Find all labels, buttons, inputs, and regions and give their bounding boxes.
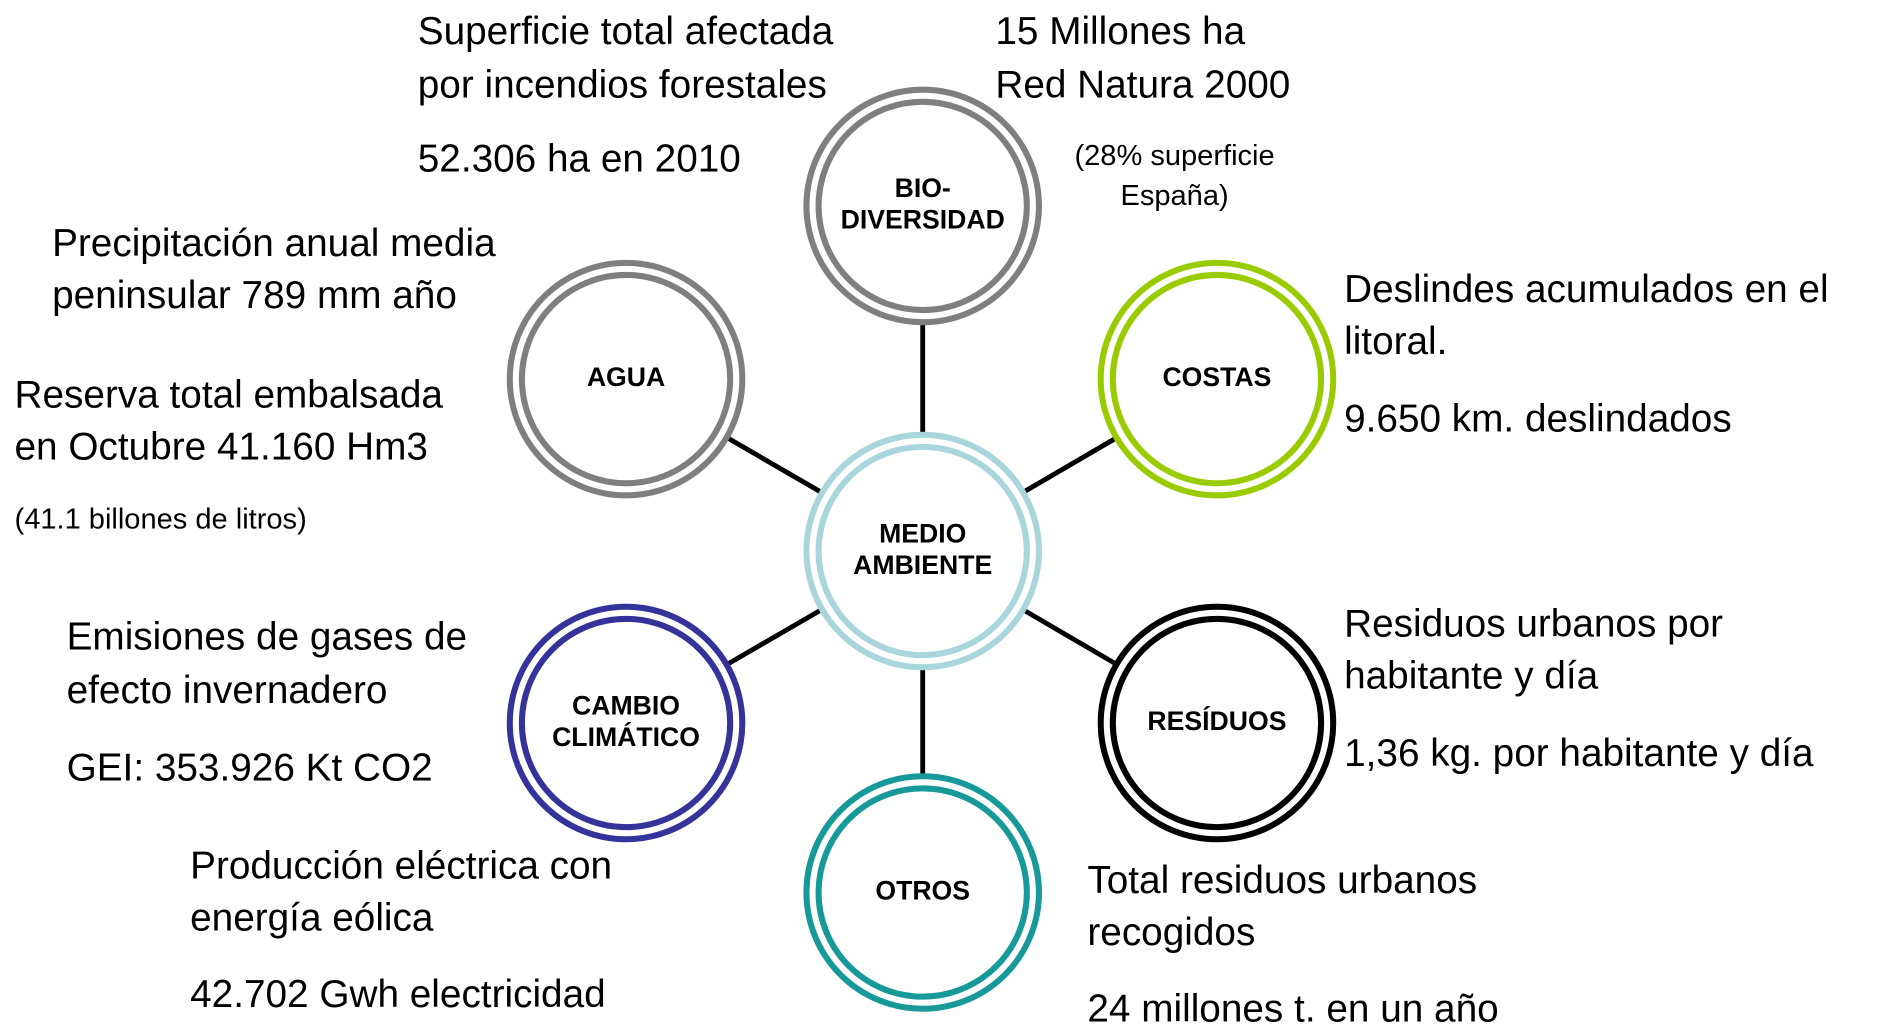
node-ring-inner <box>815 443 1030 659</box>
note-text: peninsular 789 mm año <box>52 274 457 317</box>
connector <box>1021 607 1118 667</box>
note-text: Total residuos urbanos <box>1087 859 1477 902</box>
note-text: 1,36 kg. por habitante y día <box>1344 732 1814 775</box>
node-ring-inner <box>815 785 1030 1000</box>
note-text: efecto invernadero <box>67 669 388 712</box>
node-label: RESÍDUOS <box>1147 706 1286 736</box>
note-text: habitante y día <box>1344 654 1599 697</box>
note-text: Producción eléctrica con <box>190 845 612 888</box>
note-text: España) <box>1120 180 1228 212</box>
note-text: Red Natura 2000 <box>995 63 1290 106</box>
note-text: recogidos <box>1087 911 1255 954</box>
node-label: AMBIENTE <box>853 550 992 580</box>
node-label: COSTAS <box>1162 362 1271 392</box>
node-label: CAMBIO <box>572 690 680 720</box>
note-text: 52.306 ha en 2010 <box>418 137 741 180</box>
connector <box>725 607 824 667</box>
node-label: CLIMÁTICO <box>552 722 700 752</box>
node-ring-inner <box>518 615 734 831</box>
node-label: BIO- <box>895 173 951 203</box>
node-ring-inner <box>518 271 734 487</box>
connector <box>1021 435 1118 495</box>
node-label: OTROS <box>875 876 970 906</box>
node-ring <box>803 86 1042 326</box>
note-text: en Octubre 41.160 Hm3 <box>15 426 428 469</box>
note-text: litoral. <box>1344 320 1447 363</box>
note-text: Emisiones de gases de <box>67 616 468 659</box>
note-text: energía eólica <box>190 897 434 940</box>
node-ring <box>1097 259 1337 499</box>
note-text: por incendios forestales <box>418 63 827 106</box>
note-text: 42.702 Gwh electricidad <box>190 973 606 1016</box>
note-text: 24 millones t. en un año <box>1087 987 1498 1027</box>
note-text: Precipitación anual media <box>52 222 496 265</box>
node-ring <box>803 431 1042 671</box>
node-ring-inner <box>1109 615 1325 831</box>
node-ring <box>803 773 1042 1012</box>
note-text: 15 Millones ha <box>995 10 1245 53</box>
node-ring-inner <box>1109 271 1325 487</box>
node-ring <box>1097 603 1337 843</box>
note-text: Reserva total embalsada <box>15 373 444 416</box>
note-text: Residuos urbanos por <box>1344 602 1723 645</box>
connector <box>725 435 824 495</box>
note-text: (41.1 billones de litros) <box>15 503 307 535</box>
node-ring-inner <box>815 98 1030 314</box>
node-ring <box>506 259 746 499</box>
note-text: Deslindes acumulados en el <box>1344 268 1828 311</box>
node-ring <box>506 603 746 843</box>
note-text: GEI: 353.926 Kt CO2 <box>67 746 433 789</box>
note-text: 9.650 km. deslindados <box>1344 398 1732 441</box>
note-text: Superficie total afectada <box>418 10 834 53</box>
node-label: AGUA <box>587 362 665 392</box>
node-label: DIVERSIDAD <box>841 205 1005 235</box>
note-text: (28% superficie <box>1074 140 1274 172</box>
node-label: MEDIO <box>879 518 966 548</box>
